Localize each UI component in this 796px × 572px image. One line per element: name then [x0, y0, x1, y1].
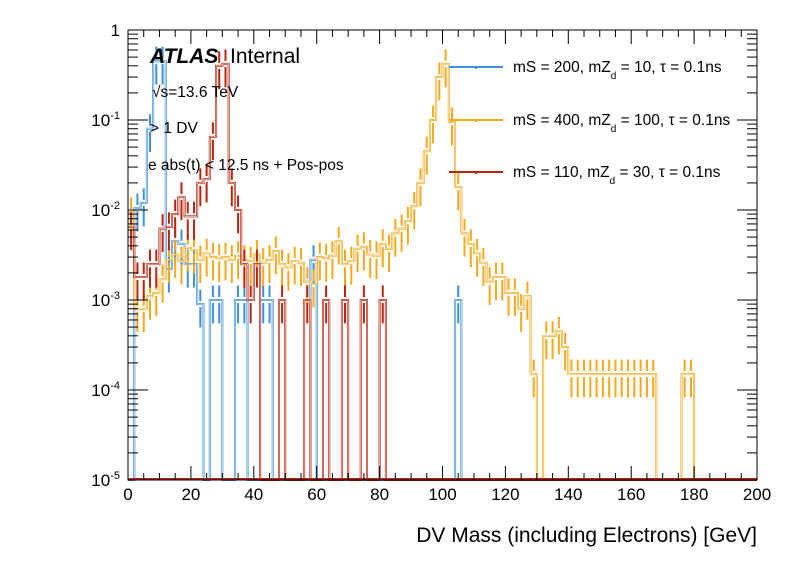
x-tick-label: 80: [370, 485, 389, 504]
legend-label: mS = 200, mZd = 10, τ = 0.1ns: [513, 59, 722, 82]
annotation-energy: √s=13.6 TeV: [152, 84, 239, 101]
legend: mS = 200, mZd = 10, τ = 0.1ns mS = 400, m…: [449, 59, 730, 187]
y-tick-label: 10-4: [91, 380, 120, 400]
internal-label: Internal: [230, 45, 300, 68]
y-tick-labels: 10-5 10-4 10-3 10-2 10-1 1: [91, 21, 120, 490]
x-tick-label: 120: [491, 485, 519, 504]
legend-item: mS = 400, mZd = 100, τ = 0.1ns: [449, 112, 730, 135]
x-tick-label: 200: [743, 485, 771, 504]
series-step-highlight: [128, 63, 757, 481]
series-1: [128, 49, 757, 481]
x-axis-title: DV Mass (including Electrons) [GeV]: [416, 524, 757, 547]
x-tick-label: 40: [244, 485, 263, 504]
annotation-dv-count: > 1 DV: [150, 120, 198, 137]
y-tick-label: 10-3: [91, 290, 120, 310]
ticks-layer: [127, 29, 758, 481]
x-tick-labels: 0 20 40 60 80 100 120 140 160 180 200: [123, 485, 771, 504]
x-tick-label: 180: [680, 485, 708, 504]
x-tick-label: 140: [554, 485, 582, 504]
x-tick-label: 160: [617, 485, 645, 504]
legend-item: mS = 200, mZd = 10, τ = 0.1ns: [449, 59, 722, 82]
legend-label: mS = 110, mZd = 30, τ = 0.1ns: [513, 164, 721, 187]
x-tick-label: 100: [428, 485, 456, 504]
atlas-label: ATLAS: [149, 45, 218, 68]
legend-label: mS = 400, mZd = 100, τ = 0.1ns: [513, 112, 730, 135]
x-tick-label: 0: [123, 485, 132, 504]
y-tick-label: 10-1: [91, 110, 120, 130]
annotation-time-cut: e abs(t) < 12.5 ns + Pos-pos: [148, 157, 344, 174]
x-tick-label: 20: [181, 485, 200, 504]
y-tick-label: 10-2: [91, 200, 120, 220]
series-layer: [128, 46, 757, 481]
legend-item: mS = 110, mZd = 30, τ = 0.1ns: [449, 164, 721, 187]
y-tick-label: 10-5: [91, 470, 120, 490]
x-tick-label: 60: [307, 485, 326, 504]
y-tick-label: 1: [111, 21, 120, 40]
